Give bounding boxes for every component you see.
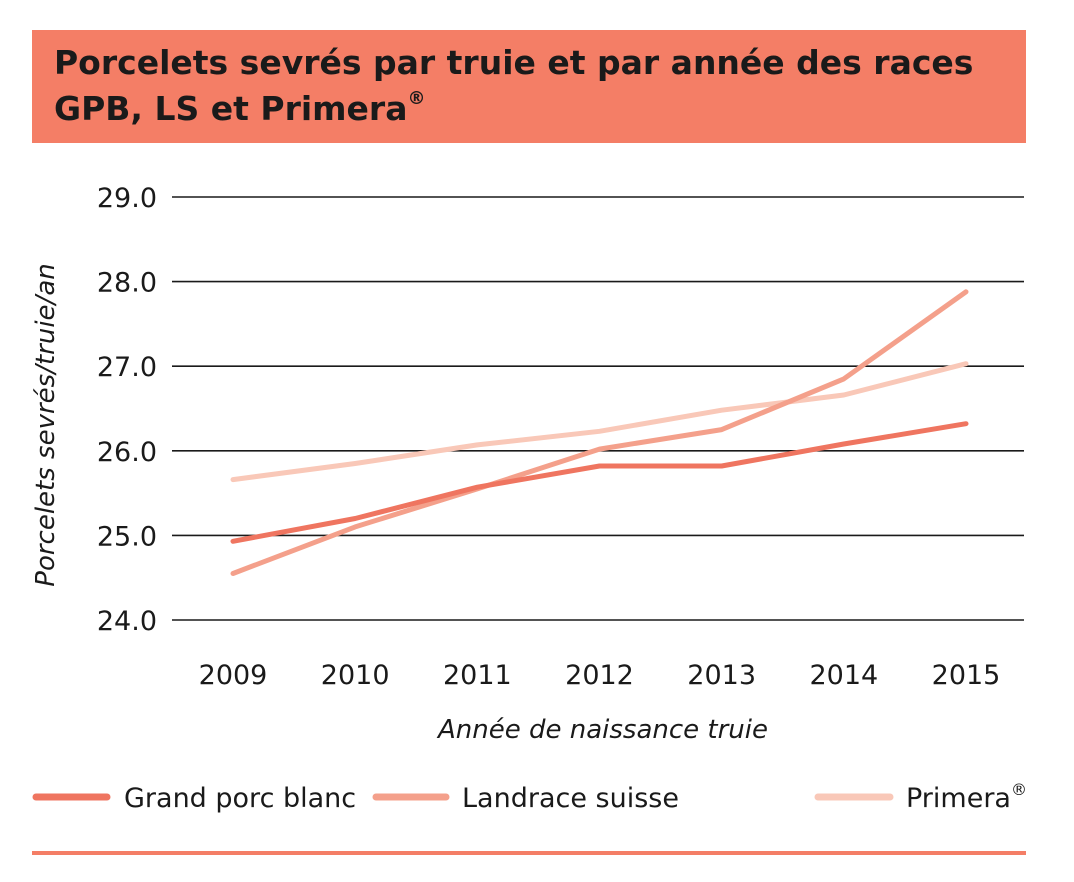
x-tick-label: 2014 <box>809 660 878 691</box>
series-line-grand-porc-blanc <box>230 421 969 544</box>
x-axis-ticks: 2009 2010 2011 2012 2013 2014 2015 <box>199 660 1001 691</box>
x-tick-label: 2011 <box>443 660 512 691</box>
y-axis-ticks: 24.0 25.0 26.0 27.0 28.0 29.0 <box>97 183 157 637</box>
legend-label: Landrace suisse <box>462 783 679 814</box>
x-tick-label: 2009 <box>199 660 268 691</box>
x-tick-label: 2010 <box>321 660 390 691</box>
legend: Grand porc blanc Landrace suisse Primera® <box>32 780 1027 814</box>
chart-title-box: Porcelets sevrés par truie et par année … <box>32 30 1026 143</box>
x-axis-title: Année de naissance truie <box>436 715 768 745</box>
chart-title: Porcelets sevrés par truie et par année … <box>54 40 1004 132</box>
legend-label: Grand porc blanc <box>124 783 356 814</box>
series-line-landrace-suisse <box>230 289 969 576</box>
series-lines <box>230 289 969 576</box>
y-tick-label: 25.0 <box>97 521 157 552</box>
legend-label: Primera® <box>906 780 1027 814</box>
y-axis-title: Porcelets sevrés/truie/an <box>31 263 61 586</box>
line-chart: 24.0 25.0 26.0 27.0 28.0 29.0 2009 2010 2011 201… <box>31 183 1027 814</box>
gridlines <box>172 196 1024 621</box>
series-line-primera <box>230 361 969 483</box>
bottom-divider <box>32 851 1026 855</box>
chart-title-registered-mark: ® <box>407 88 426 109</box>
legend-registered-mark: ® <box>1011 780 1027 799</box>
x-tick-label: 2015 <box>932 660 1001 691</box>
y-tick-label: 27.0 <box>97 352 157 383</box>
x-tick-label: 2012 <box>565 660 634 691</box>
y-tick-label: 26.0 <box>97 437 157 468</box>
y-tick-label: 29.0 <box>97 183 157 214</box>
y-tick-label: 28.0 <box>97 268 157 299</box>
chart-title-main: Porcelets sevrés par truie et par année … <box>54 43 974 128</box>
y-tick-label: 24.0 <box>97 606 157 637</box>
x-tick-label: 2013 <box>687 660 756 691</box>
